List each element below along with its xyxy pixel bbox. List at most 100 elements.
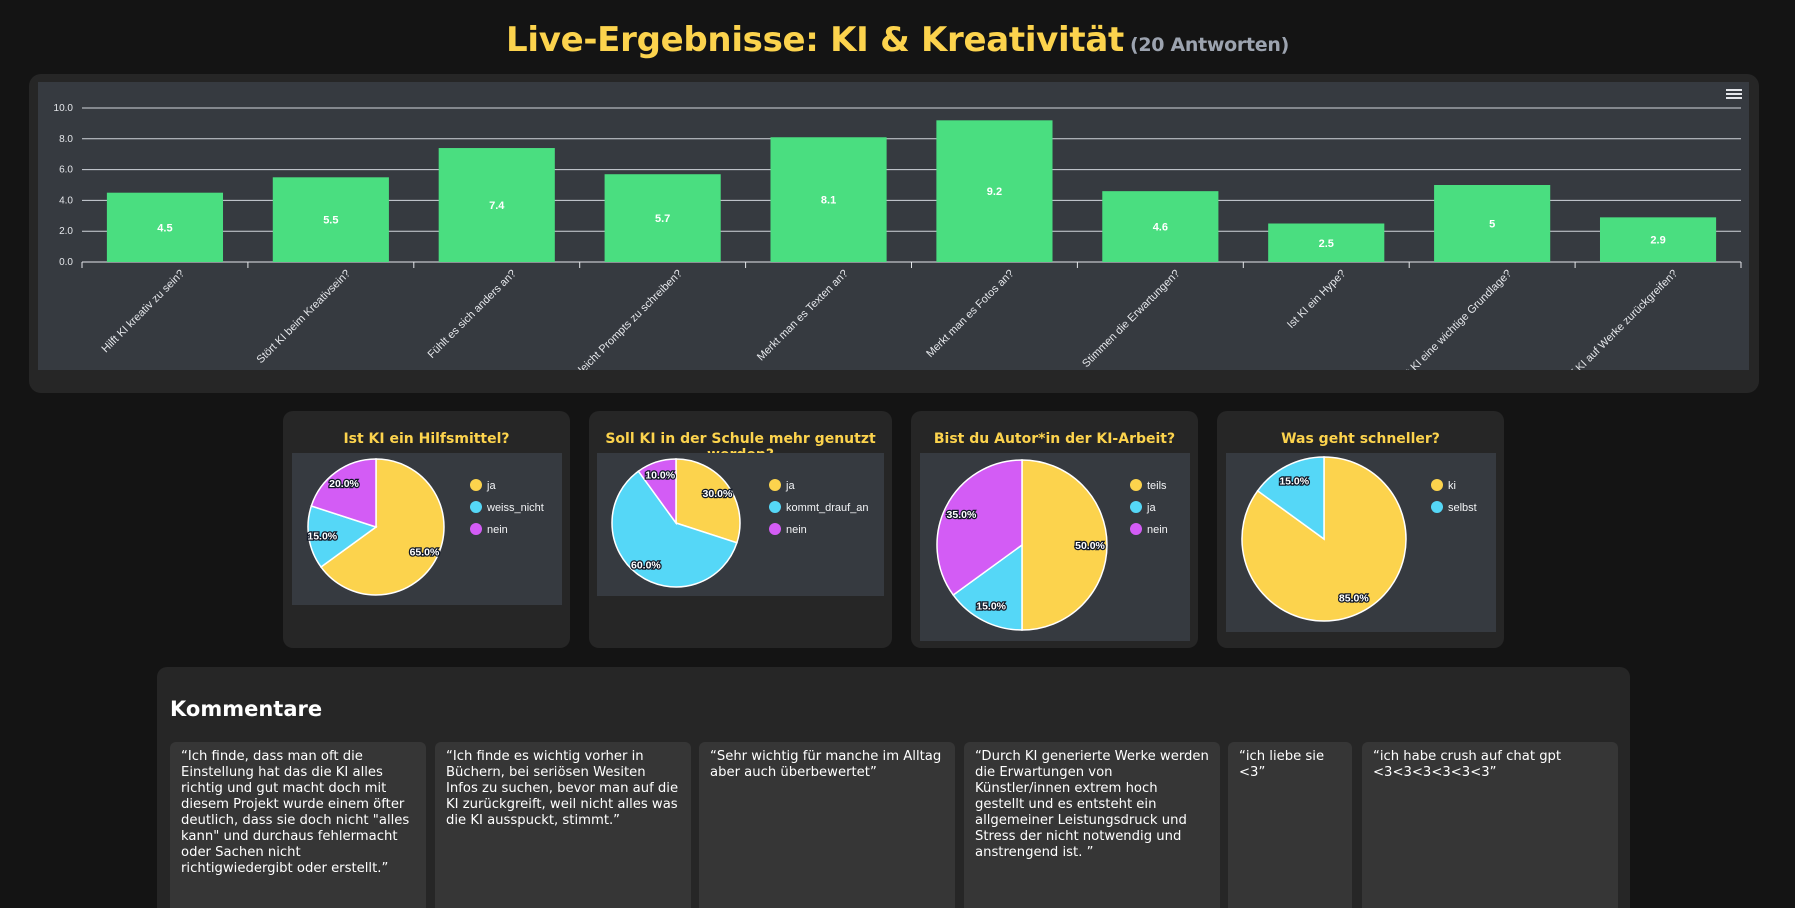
pie-slice xyxy=(307,505,378,569)
x-tick-label: Fühlt es sich anders an? xyxy=(426,268,519,361)
legend-marker xyxy=(1130,479,1142,491)
pie-slice xyxy=(952,543,1023,631)
slice-label: 20.0% xyxy=(329,478,359,490)
menu-icon[interactable] xyxy=(1726,87,1742,101)
x-tick-label: Hilft KI kreativ zu sein? xyxy=(99,268,187,356)
legend-marker xyxy=(470,479,482,491)
bar xyxy=(1268,223,1385,262)
legend-label: weiss_nicht xyxy=(486,502,544,514)
bar-value-label: 2.5 xyxy=(1319,238,1334,250)
legend-label: ja xyxy=(785,480,795,492)
bar-value-label: 2.9 xyxy=(1650,235,1665,247)
bar-value-label: 5.5 xyxy=(323,215,338,227)
title-text: Live-Ergebnisse: KI & Kreativität xyxy=(506,20,1124,60)
pie-card-schneller: Was geht schneller? 85.0% 15.0% ki selbst xyxy=(1217,411,1504,648)
bar-chart: 0.0 2.0 4.0 6.0 8.0 10.0 4.5 Hilft KI kreativ z… xyxy=(54,103,1742,397)
comment-card: “ich habe crush auf chat gpt <3<3<3<3<3<… xyxy=(1362,742,1618,908)
legend-marker xyxy=(1130,501,1142,513)
pie-card-hilfsmittel: Ist KI ein Hilfsmittel? 65.0% 15.0% 20.0% j… xyxy=(283,411,570,648)
pie-slice xyxy=(1256,456,1325,541)
comment-card: “Ich finde, dass man oft die Einstellung… xyxy=(170,742,426,908)
bar xyxy=(1434,185,1551,262)
slice-label: 35.0% xyxy=(947,509,977,521)
pie-slice xyxy=(310,458,377,529)
pie-slice xyxy=(675,458,741,544)
pie-chart-area: 30.0% 60.0% 10.0% ja kommt_drauf_an nein xyxy=(597,453,884,596)
legend-marker xyxy=(769,479,781,491)
slice-label: 15.0% xyxy=(976,601,1006,613)
x-tick-label: Stimmen die Erwartungen? xyxy=(1080,268,1182,370)
pie-title: Ist KI ein Hilfsmittel? xyxy=(343,431,510,447)
legend-label: nein xyxy=(786,524,807,536)
pie-slice xyxy=(637,458,677,526)
bar xyxy=(1102,191,1219,262)
legend-label: nein xyxy=(1147,524,1168,536)
comments-section: Kommentare “Ich finde, dass man oft die … xyxy=(157,667,1630,908)
slice-label: 60.0% xyxy=(631,559,661,571)
bar-value-label: 8.1 xyxy=(821,195,836,207)
slice-label: 15.0% xyxy=(1279,476,1309,488)
slice-label: 30.0% xyxy=(703,488,733,500)
response-count: (20 Antworten) xyxy=(1129,34,1289,56)
y-tick-label: 0.0 xyxy=(59,257,73,268)
bar-value-label: 5 xyxy=(1489,219,1495,231)
pie-chart-area: 50.0% 15.0% 35.0% teils ja nein xyxy=(920,453,1190,641)
bar-value-label: 4.6 xyxy=(1153,222,1168,234)
y-tick-label: 2.0 xyxy=(59,226,73,237)
x-tick-label: Stört KI beim Kreativsein? xyxy=(255,268,353,366)
y-tick-label: 10.0 xyxy=(54,103,74,114)
pie-title: Bist du Autor*in der KI-Arbeit? xyxy=(933,431,1176,447)
x-tick-label: Merkt man es Texten an? xyxy=(755,268,851,364)
slice-label: 15.0% xyxy=(307,531,337,543)
pie-chart: 85.0% 15.0% ki selbst xyxy=(1241,456,1477,622)
pie-chart-area: 65.0% 15.0% 20.0% ja weiss_nicht nein xyxy=(292,453,562,605)
bar xyxy=(936,120,1053,262)
bar xyxy=(604,174,721,262)
pie-slice xyxy=(936,459,1023,597)
legend-marker xyxy=(470,523,482,535)
bar-value-label: 4.5 xyxy=(157,222,172,234)
legend-label: ki xyxy=(1448,480,1456,492)
legend-label: selbst xyxy=(1448,502,1477,514)
comment-card: “Durch KI generierte Werke werden die Er… xyxy=(964,742,1220,908)
bar-value-label: 9.2 xyxy=(987,186,1002,198)
y-tick-label: 6.0 xyxy=(59,165,73,176)
legend-marker xyxy=(470,501,482,513)
pie-chart: 50.0% 15.0% 35.0% teils ja nein xyxy=(936,459,1168,631)
bar-value-label: 5.7 xyxy=(655,213,670,225)
legend-marker xyxy=(1130,523,1142,535)
slice-label: 10.0% xyxy=(645,469,675,481)
slice-label: 65.0% xyxy=(410,547,440,559)
bar xyxy=(770,137,887,262)
legend-marker xyxy=(769,501,781,513)
pie-slice xyxy=(611,470,738,588)
bar-chart-card: 0.0 2.0 4.0 6.0 8.0 10.0 4.5 Hilft KI kreativ z… xyxy=(29,74,1759,397)
pie-slice xyxy=(319,458,445,596)
legend-label: ja xyxy=(486,480,496,492)
bar-chart-area: 0.0 2.0 4.0 6.0 8.0 10.0 4.5 Hilft KI kreativ z… xyxy=(38,82,1749,397)
y-tick-label: 4.0 xyxy=(59,195,73,206)
bar xyxy=(1599,217,1717,262)
legend-marker xyxy=(769,523,781,535)
legend-marker xyxy=(1431,501,1443,513)
pie-card-autor: Bist du Autor*in der KI-Arbeit? 50.0% 15.… xyxy=(911,411,1198,648)
x-tick-label: Ist KI ein Hype? xyxy=(1285,268,1348,331)
slice-label: 85.0% xyxy=(1339,592,1369,604)
comment-card: “ich liebe sie <3” xyxy=(1228,742,1352,908)
bar xyxy=(272,177,389,262)
x-tick-label: Ist KI eine wichtige Grundlage? xyxy=(1398,268,1514,370)
pie-chart-area: 85.0% 15.0% ki selbst xyxy=(1226,453,1496,632)
bar xyxy=(438,148,555,262)
bar xyxy=(106,192,224,262)
slice-label: 50.0% xyxy=(1075,540,1105,552)
x-tick-label: Darf KI auf Werke zurückgreifen? xyxy=(1557,268,1680,370)
pie-title: Was geht schneller? xyxy=(1281,431,1440,447)
page-title: Live-Ergebnisse: KI & Kreativität (20 Ant… xyxy=(0,20,1795,60)
x-tick-label: Merkt man es Fotos an? xyxy=(924,268,1016,360)
y-tick-label: 8.0 xyxy=(59,134,73,145)
legend-label: ja xyxy=(1146,502,1156,514)
legend-marker xyxy=(1431,479,1443,491)
comment-card: “Sehr wichtig für manche im Alltag aber … xyxy=(699,742,955,908)
